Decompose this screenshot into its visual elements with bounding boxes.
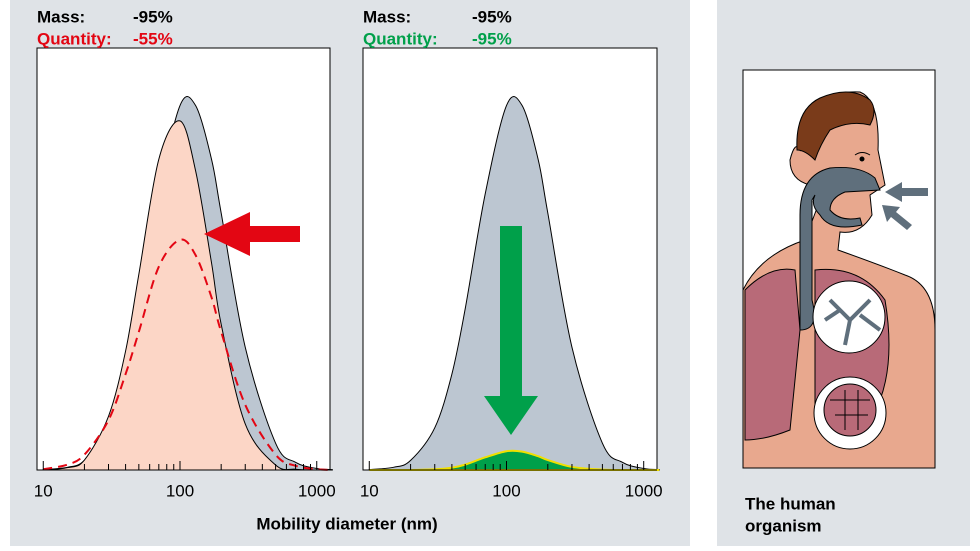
x-tick-label: 100 [166,481,194,500]
x-tick-label: 1000 [298,481,336,500]
illustration-caption: organism [745,516,822,535]
annotation-label: Mass: [363,7,411,26]
annotation-value: -95% [133,7,173,26]
illustration-caption: The human [745,494,836,513]
annotation-label: Mass: [37,7,85,26]
x-tick-label: 1000 [625,481,663,500]
annotation-label: Quantity: [363,29,438,48]
x-tick-label: 100 [492,481,520,500]
annotation-value: -95% [472,29,512,48]
x-tick-label: 10 [360,481,379,500]
figure: 10 100 1000 10 100 1000 Mobility diameter (nm… [0,0,980,546]
annotation-label: Quantity: [37,29,112,48]
annotation-value: -55% [133,29,173,48]
x-tick-label: 10 [34,481,53,500]
x-axis-label: Mobility diameter (nm) [256,514,437,533]
illustration [743,70,935,468]
annotation-value: -95% [472,7,512,26]
